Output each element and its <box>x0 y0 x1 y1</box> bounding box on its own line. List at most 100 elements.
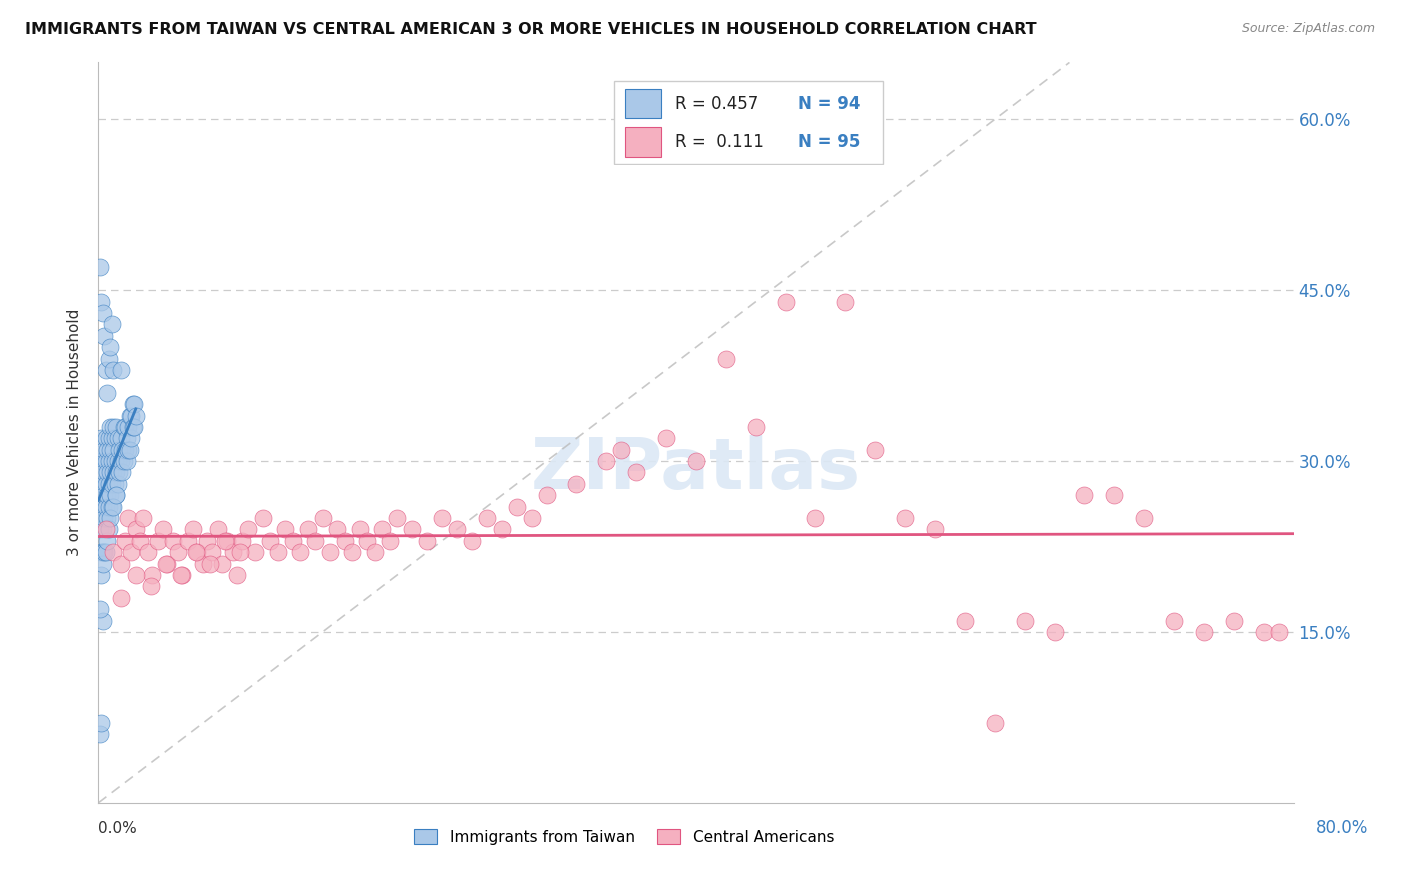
Point <box>98 442 122 457</box>
Point <box>114 442 136 457</box>
Point <box>121 397 143 411</box>
Point <box>156 557 179 571</box>
Point <box>89 500 111 514</box>
Point <box>191 557 214 571</box>
Point <box>110 363 132 377</box>
FancyBboxPatch shape <box>614 81 883 164</box>
Point <box>177 533 200 548</box>
Point <box>475 511 498 525</box>
Point <box>104 454 127 468</box>
Point <box>101 431 124 445</box>
Text: N = 94: N = 94 <box>799 95 860 112</box>
Point <box>104 476 127 491</box>
Point <box>186 545 208 559</box>
Point <box>181 523 204 537</box>
Point <box>804 511 827 525</box>
Point <box>775 294 797 309</box>
Point <box>120 409 142 423</box>
Bar <box>626 127 661 157</box>
Point <box>117 511 139 525</box>
Point <box>259 533 281 548</box>
Point <box>655 431 678 445</box>
Point <box>115 454 138 468</box>
Point <box>326 523 349 537</box>
Text: ZIPatlas: ZIPatlas <box>531 435 860 504</box>
Point <box>401 523 423 537</box>
Point <box>105 466 128 480</box>
Point <box>166 545 188 559</box>
Point <box>93 545 115 559</box>
Point <box>96 511 118 525</box>
Point <box>215 533 238 548</box>
Point <box>924 523 946 537</box>
Point <box>252 511 274 525</box>
Point <box>96 488 118 502</box>
Point <box>115 431 138 445</box>
Point <box>91 500 114 514</box>
Point <box>311 511 333 525</box>
Point <box>101 318 124 332</box>
Point <box>211 557 233 571</box>
Point <box>236 523 259 537</box>
Point <box>107 431 129 445</box>
Point <box>93 466 115 480</box>
Point <box>1223 614 1246 628</box>
Point <box>97 431 120 445</box>
Point <box>105 420 128 434</box>
Point <box>94 545 117 559</box>
Point <box>93 488 115 502</box>
Point <box>745 420 768 434</box>
Point <box>385 511 409 525</box>
Point <box>172 568 194 582</box>
Point <box>297 523 319 537</box>
Point <box>1104 488 1126 502</box>
Point <box>94 523 117 537</box>
Point <box>129 533 152 548</box>
Point <box>626 466 648 480</box>
Point <box>1253 624 1275 639</box>
Point <box>91 454 114 468</box>
Point <box>112 420 135 434</box>
Point <box>101 476 124 491</box>
Point <box>97 523 120 537</box>
Point <box>98 466 122 480</box>
Y-axis label: 3 or more Vehicles in Household: 3 or more Vehicles in Household <box>67 309 83 557</box>
Text: Source: ZipAtlas.com: Source: ZipAtlas.com <box>1241 22 1375 36</box>
Point <box>416 533 439 548</box>
Point <box>1133 511 1156 525</box>
Point <box>105 488 128 502</box>
Point <box>201 545 224 559</box>
Point <box>93 511 115 525</box>
Text: R = 0.457: R = 0.457 <box>675 95 758 112</box>
Point <box>103 363 125 377</box>
Point <box>97 454 120 468</box>
Point <box>184 545 207 559</box>
Point <box>97 500 120 514</box>
Point <box>536 488 558 502</box>
Point <box>229 545 252 559</box>
Point <box>117 420 139 434</box>
Point <box>132 511 155 525</box>
Point <box>356 533 378 548</box>
Point <box>491 523 513 537</box>
Point <box>139 579 162 593</box>
Point <box>520 511 543 525</box>
Point <box>103 442 125 457</box>
Point <box>90 454 112 468</box>
Point <box>565 476 588 491</box>
Point <box>110 591 132 605</box>
Point <box>1163 614 1185 628</box>
Point <box>94 500 117 514</box>
Point <box>141 568 163 582</box>
Point <box>97 351 120 366</box>
Point <box>333 533 356 548</box>
Point <box>378 533 401 548</box>
Point <box>90 294 112 309</box>
Point <box>214 533 236 548</box>
Point <box>111 466 134 480</box>
Point <box>245 545 267 559</box>
Point <box>595 454 617 468</box>
Legend: Immigrants from Taiwan, Central Americans: Immigrants from Taiwan, Central American… <box>408 822 841 851</box>
Bar <box>626 89 661 119</box>
Point <box>162 533 184 548</box>
